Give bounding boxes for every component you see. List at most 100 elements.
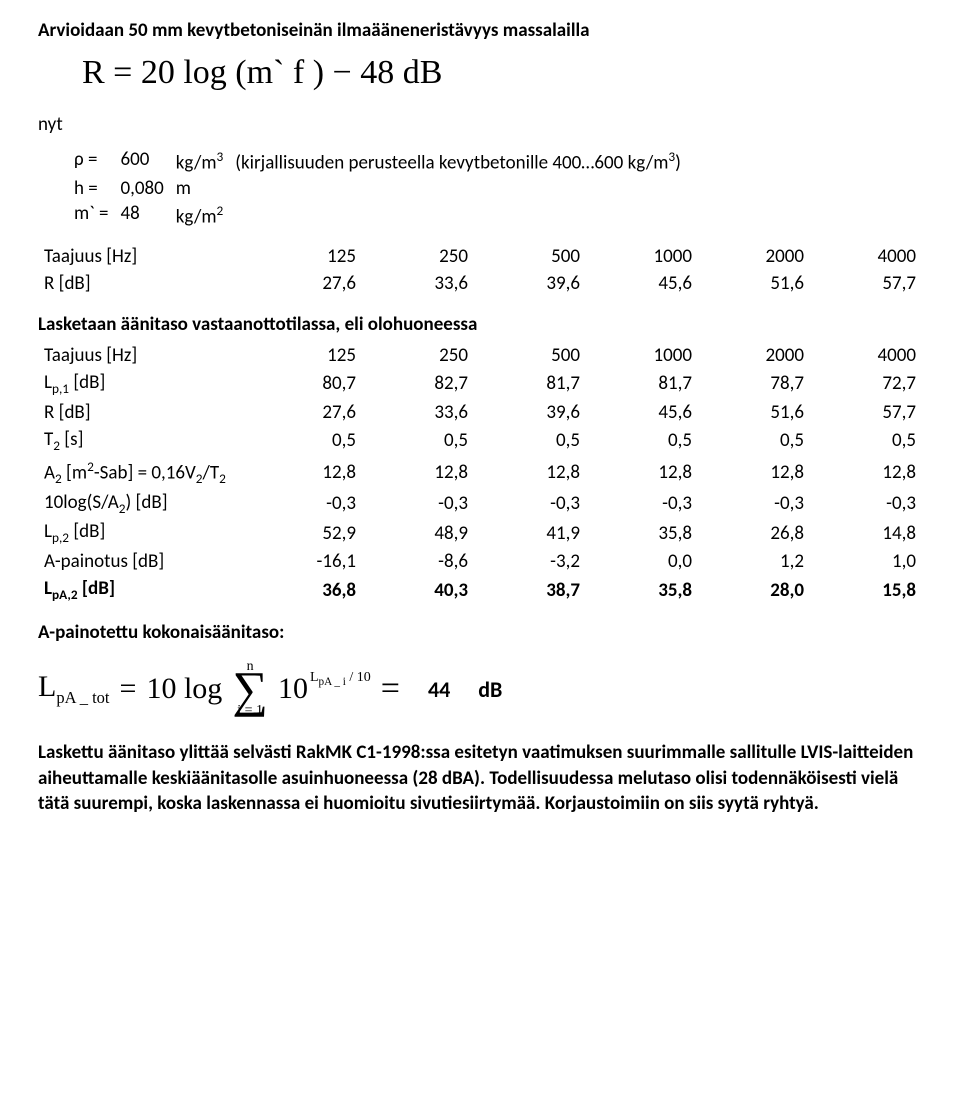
param-unit: m [170,176,230,201]
cell-value: 26,8 [698,518,810,548]
params-table: ρ = 600 kg/m3 (kirjallisuuden perusteell… [68,147,687,229]
param-row-mprime: m` = 48 kg/m2 [68,201,687,229]
cell-value: 125 [250,342,362,369]
cell-value: 36,8 [250,575,362,605]
param-sym: m` = [68,201,114,229]
cell-value: 12,8 [474,456,586,489]
cell-value: 72,7 [810,369,922,399]
cell-value: 12,8 [586,456,698,489]
table-row: Lp,2 [dB]52,948,941,935,826,814,8 [38,518,922,548]
cell-value: 0,0 [586,548,698,575]
cell-value: 125 [250,243,362,270]
cell-value: -0,3 [474,489,586,519]
sum-eq: = [120,672,137,706]
param-sym: h = [68,176,114,201]
table-row: R [dB]27,633,639,645,651,657,7 [38,270,922,297]
sum-exp: LpA _ i / 10 [310,670,371,688]
param-unit: kg/m3 [170,147,230,175]
conclusion: Laskettu äänitaso ylittää selvästi RakMK… [38,740,922,817]
cell-value: 4000 [810,342,922,369]
overall-heading: A-painotettu kokonaisäänitaso: [38,621,922,644]
sum-eq2: = [381,670,400,708]
cell-value: 500 [474,243,586,270]
cell-value: 1000 [586,342,698,369]
sigma-bottom: i = 1 [237,704,263,718]
row-label: LpA,2 [dB] [38,575,250,605]
cell-value: 81,7 [474,369,586,399]
cell-value: -3,2 [474,548,586,575]
table-1: Taajuus [Hz]125250500100020004000R [dB]2… [38,243,922,297]
row-label: R [dB] [38,399,250,426]
cell-value: 35,8 [586,575,698,605]
cell-value: -0,3 [250,489,362,519]
cell-value: 0,5 [474,426,586,456]
cell-value: 39,6 [474,399,586,426]
cell-value: -8,6 [362,548,474,575]
cell-value: 4000 [810,243,922,270]
table-row: LpA,2 [dB]36,840,338,735,828,015,8 [38,575,922,605]
cell-value: 1,0 [810,548,922,575]
page: Arvioidaan 50 mm kevytbetoniseinän ilmaä… [0,0,960,867]
table-row: Taajuus [Hz]125250500100020004000 [38,243,922,270]
cell-value: 14,8 [810,518,922,548]
table-row: A2 [m2-Sab] = 0,16V2/T212,812,812,812,81… [38,456,922,489]
cell-value: 2000 [698,342,810,369]
cell-value: 12,8 [250,456,362,489]
table-2: Taajuus [Hz]125250500100020004000Lp,1 [d… [38,342,922,605]
sigma-symbol: ∑ [232,674,268,704]
param-unit: kg/m2 [170,201,230,229]
param-val: 600 [114,147,169,175]
cell-value: 0,5 [698,426,810,456]
cell-value: 0,5 [250,426,362,456]
main-formula: R = 20 log (m` f ) − 48 dB [82,54,922,92]
cell-value: 51,6 [698,270,810,297]
table-row: A-painotus [dB]-16,1-8,6-3,20,01,21,0 [38,548,922,575]
cell-value: 12,8 [810,456,922,489]
row-label: Taajuus [Hz] [38,342,250,369]
cell-value: 40,3 [362,575,474,605]
cell-value: 0,5 [586,426,698,456]
param-row-rho: ρ = 600 kg/m3 (kirjallisuuden perusteell… [68,147,687,175]
row-label: T2 [s] [38,426,250,456]
sum-ten: 10 [278,672,308,706]
row-label: R [dB] [38,270,250,297]
cell-value: 78,7 [698,369,810,399]
cell-value: 80,7 [250,369,362,399]
table-row: Lp,1 [dB]80,782,781,781,778,772,7 [38,369,922,399]
param-val: 0,080 [114,176,169,201]
cell-value: 57,7 [810,270,922,297]
cell-value: 500 [474,342,586,369]
cell-value: 28,0 [698,575,810,605]
param-row-h: h = 0,080 m [68,176,687,201]
nyt-label: nyt [38,112,922,138]
sum-result-unit: dB [478,676,502,703]
sum-formula: LpA _ tot = 10 log n ∑ i = 1 10 LpA _ i … [38,660,922,718]
sum-lhs: LpA _ tot [38,670,110,708]
table-row: Taajuus [Hz]125250500100020004000 [38,342,922,369]
cell-value: 38,7 [474,575,586,605]
cell-value: -16,1 [250,548,362,575]
cell-value: 0,5 [362,426,474,456]
cell-value: -0,3 [586,489,698,519]
row-label: Lp,2 [dB] [38,518,250,548]
cell-value: 27,6 [250,399,362,426]
cell-value: 33,6 [362,270,474,297]
cell-value: 45,6 [586,270,698,297]
cell-value: 250 [362,342,474,369]
cell-value: 1000 [586,243,698,270]
row-label: 10log(S/A2) [dB] [38,489,250,519]
cell-value: 12,8 [362,456,474,489]
cell-value: 45,6 [586,399,698,426]
param-note [229,176,687,201]
cell-value: 82,7 [362,369,474,399]
between-heading: Lasketaan äänitaso vastaanottotilassa, e… [38,313,922,336]
cell-value: 27,6 [250,270,362,297]
table-row: R [dB]27,633,639,645,651,657,7 [38,399,922,426]
table-row: T2 [s]0,50,50,50,50,50,5 [38,426,922,456]
cell-value: 52,9 [250,518,362,548]
row-label: A-painotus [dB] [38,548,250,575]
sum-tenlog: 10 log [146,672,222,706]
cell-value: 2000 [698,243,810,270]
cell-value: 15,8 [810,575,922,605]
cell-value: 1,2 [698,548,810,575]
